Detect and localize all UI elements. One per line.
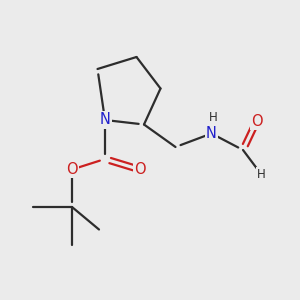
Text: H: H	[256, 167, 266, 181]
Text: N: N	[100, 112, 110, 128]
Text: N: N	[206, 126, 217, 141]
Text: H: H	[208, 111, 217, 124]
Text: O: O	[251, 114, 262, 129]
Text: O: O	[134, 162, 145, 177]
Text: O: O	[66, 162, 78, 177]
